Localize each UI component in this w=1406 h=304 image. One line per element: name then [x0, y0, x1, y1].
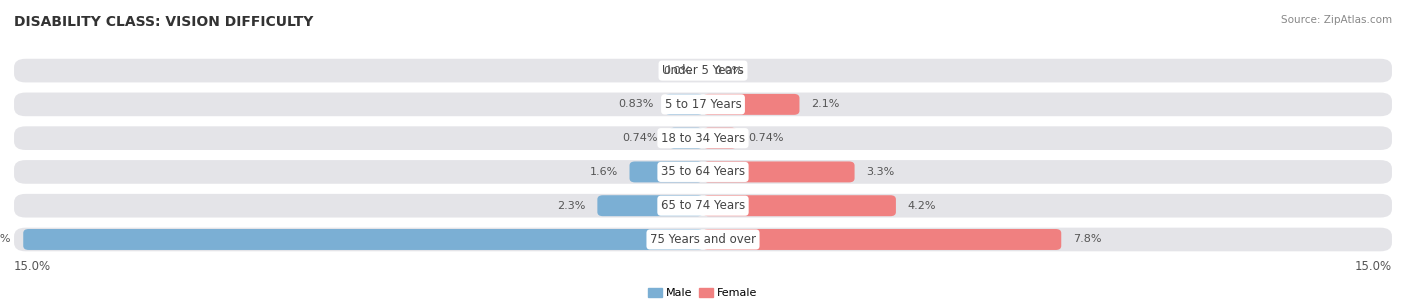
Text: 0.83%: 0.83% — [619, 99, 654, 109]
Text: DISABILITY CLASS: VISION DIFFICULTY: DISABILITY CLASS: VISION DIFFICULTY — [14, 15, 314, 29]
Text: 0.74%: 0.74% — [621, 133, 658, 143]
FancyBboxPatch shape — [703, 94, 800, 115]
FancyBboxPatch shape — [14, 92, 1392, 116]
Text: Source: ZipAtlas.com: Source: ZipAtlas.com — [1281, 15, 1392, 25]
Text: 35 to 64 Years: 35 to 64 Years — [661, 165, 745, 178]
Text: 2.1%: 2.1% — [811, 99, 839, 109]
Text: 7.8%: 7.8% — [1073, 234, 1101, 244]
FancyBboxPatch shape — [14, 228, 1392, 251]
Text: 5 to 17 Years: 5 to 17 Years — [665, 98, 741, 111]
Text: 3.3%: 3.3% — [866, 167, 894, 177]
Text: 0.74%: 0.74% — [748, 133, 785, 143]
Text: 75 Years and over: 75 Years and over — [650, 233, 756, 246]
FancyBboxPatch shape — [703, 195, 896, 216]
Text: 2.3%: 2.3% — [558, 201, 586, 211]
Text: 1.6%: 1.6% — [589, 167, 619, 177]
FancyBboxPatch shape — [703, 161, 855, 182]
FancyBboxPatch shape — [703, 229, 1062, 250]
FancyBboxPatch shape — [630, 161, 703, 182]
FancyBboxPatch shape — [669, 128, 703, 149]
FancyBboxPatch shape — [598, 195, 703, 216]
Legend: Male, Female: Male, Female — [644, 283, 762, 303]
Text: Under 5 Years: Under 5 Years — [662, 64, 744, 77]
FancyBboxPatch shape — [14, 126, 1392, 150]
FancyBboxPatch shape — [24, 229, 703, 250]
FancyBboxPatch shape — [14, 160, 1392, 184]
Text: 4.2%: 4.2% — [907, 201, 936, 211]
Text: 0.0%: 0.0% — [714, 66, 742, 76]
Text: 65 to 74 Years: 65 to 74 Years — [661, 199, 745, 212]
Text: 15.0%: 15.0% — [1355, 261, 1392, 273]
Text: 14.8%: 14.8% — [0, 234, 11, 244]
Text: 0.0%: 0.0% — [664, 66, 692, 76]
Text: 15.0%: 15.0% — [14, 261, 51, 273]
FancyBboxPatch shape — [703, 128, 737, 149]
FancyBboxPatch shape — [14, 59, 1392, 82]
FancyBboxPatch shape — [14, 194, 1392, 218]
Text: 18 to 34 Years: 18 to 34 Years — [661, 132, 745, 145]
FancyBboxPatch shape — [665, 94, 703, 115]
